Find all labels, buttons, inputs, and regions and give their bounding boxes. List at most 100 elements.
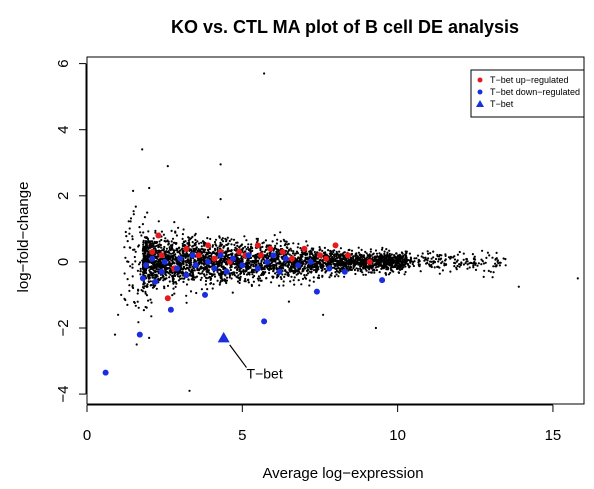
gene-point [152,237,155,240]
gene-point [194,238,197,241]
gene-point [152,263,155,266]
gene-point [401,267,404,271]
gene-point [292,272,295,275]
gene-point [291,269,294,272]
gene-point [151,242,154,245]
gene-point [263,250,266,253]
gene-point [397,256,400,259]
gene-point [182,228,185,231]
plot-frame [86,56,585,405]
gene-point [388,249,391,252]
gene-point [305,240,308,243]
gene-point [319,258,322,262]
gene-point [325,253,328,256]
gene-point [277,250,280,253]
gene-point [393,256,396,259]
gene-point [293,283,296,286]
up-regulated-point [301,245,308,252]
gene-point [141,223,144,226]
gene-point [228,249,231,252]
gene-point [262,267,266,270]
up-regulated-point [332,242,339,249]
gene-point [142,243,145,246]
gene-point [259,248,262,252]
gene-point [264,271,267,274]
gene-point [261,266,264,269]
gene-point [230,243,233,246]
gene-point [272,265,275,268]
gene-point [261,245,264,248]
gene-point [188,269,191,272]
gene-point [323,261,326,264]
gene-point [154,231,157,234]
down-regulated-point [167,306,174,313]
legend: T−bet up−regulated T−bet down−regulated T−… [470,69,585,118]
gene-point [271,260,274,263]
gene-point [188,242,191,245]
gene-point [219,163,222,166]
gene-point [438,253,441,257]
gene-point [131,275,134,278]
gene-point [142,309,145,312]
gene-point [313,250,316,254]
gene-point [321,249,324,252]
gene-point [226,256,229,259]
gene-point [191,275,195,278]
gene-point [354,263,357,266]
gene-point [269,264,272,267]
gene-point [156,265,159,268]
gene-point [219,272,222,275]
gene-point [386,259,389,262]
up-regulated-point [205,242,212,249]
gene-point [137,288,140,291]
gene-point [278,260,281,263]
gene-point [263,272,266,275]
gene-point [225,276,229,279]
gene-point [128,246,131,249]
gene-point [150,315,153,318]
gene-point [260,272,264,275]
gene-point [166,240,169,243]
gene-point [245,264,248,267]
gene-point [422,256,425,259]
gene-point [151,274,155,277]
gene-point [156,252,159,255]
gene-point [144,250,147,253]
gene-point [297,267,300,270]
x-tick-label: 10 [389,427,406,444]
gene-point [168,276,171,279]
gene-point [305,269,309,272]
gene-point [456,253,459,256]
gene-point [292,261,295,264]
gene-point [349,257,353,260]
gene-point [309,255,312,258]
gene-point [371,264,375,268]
gene-point [298,259,301,263]
gene-point [139,273,142,276]
gene-point [275,247,278,250]
gene-point [193,269,196,272]
gene-point [335,268,338,271]
gene-point [144,240,147,243]
gene-point [499,261,502,264]
gene-point [222,240,225,243]
down-regulated-point [189,252,196,259]
gene-point [284,242,287,246]
gene-point [455,266,458,269]
gene-point [408,259,412,262]
gene-point [393,260,396,263]
gene-point [421,252,424,255]
legend-label: T−bet down−regulated [490,87,580,97]
gene-point [188,389,191,392]
gene-point [308,279,311,282]
gene-point [397,254,400,257]
gene-point [329,249,332,253]
gene-point [244,277,247,281]
gene-point [381,259,384,262]
gene-point [282,238,285,241]
gene-point [207,265,210,268]
gene-point [259,247,262,250]
down-regulated-point [254,265,261,272]
gene-point [444,258,447,261]
gene-point [137,321,140,324]
